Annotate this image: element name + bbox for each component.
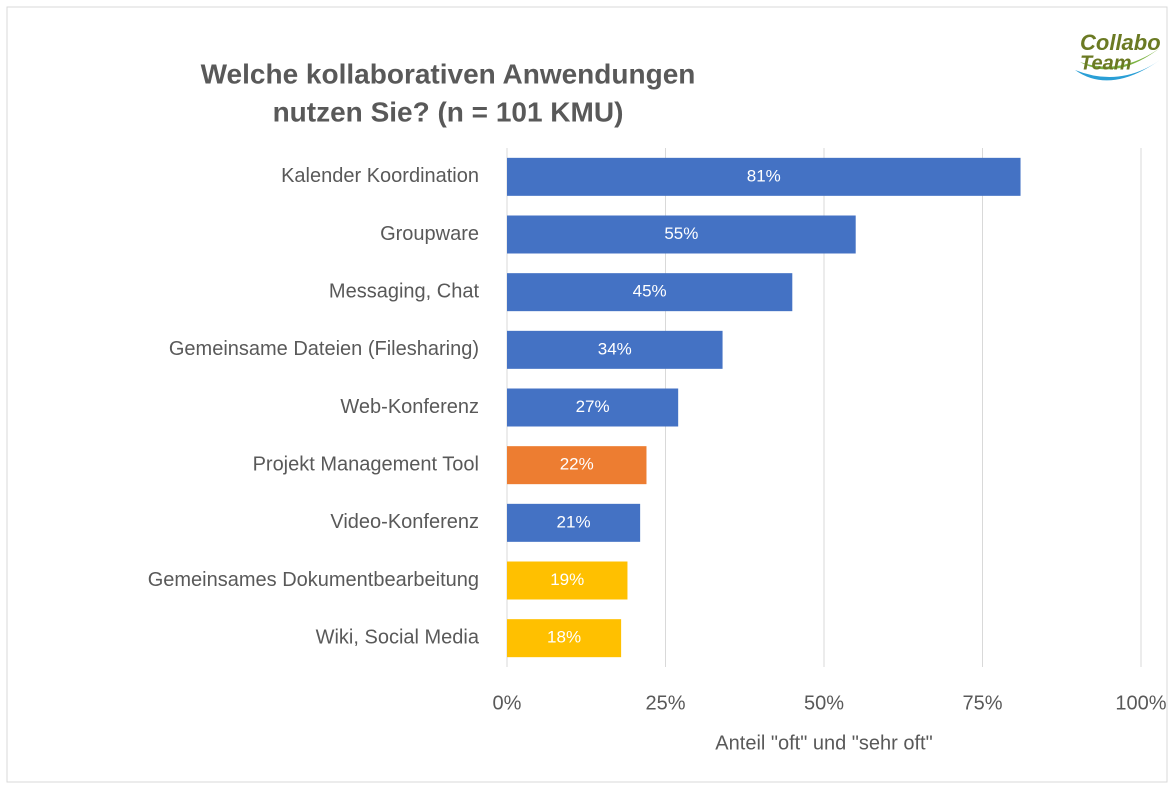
y-tick-label: Gemeinsames Dokumentbearbeitung	[148, 569, 479, 591]
y-tick-label: Video-Konferenz	[330, 511, 479, 533]
x-tick-label: 50%	[804, 692, 844, 714]
logo: Collabo Team	[1075, 30, 1161, 81]
chart-title: nutzen Sie? (n = 101 KMU)	[273, 96, 624, 127]
bar	[507, 273, 793, 312]
data-label: 34%	[598, 339, 632, 358]
chart-title: Welche kollaborativen Anwendungen	[201, 58, 696, 89]
logo-text: Collabo	[1080, 30, 1161, 55]
bar	[507, 330, 723, 369]
data-label: 21%	[557, 512, 591, 531]
x-tick-label: 0%	[493, 692, 522, 714]
bar	[507, 503, 641, 542]
data-label: 22%	[560, 455, 594, 474]
bar	[507, 619, 622, 658]
bar	[507, 446, 647, 485]
bar	[507, 215, 856, 254]
y-tick-label: Projekt Management Tool	[253, 453, 479, 475]
data-label: 27%	[576, 397, 610, 416]
x-tick-label: 100%	[1115, 692, 1166, 714]
data-label: 19%	[550, 570, 584, 589]
logo-text: Team	[1080, 52, 1132, 74]
data-label: 81%	[747, 166, 781, 185]
x-tick-label: 75%	[962, 692, 1002, 714]
y-tick-label: Web-Konferenz	[340, 396, 479, 418]
data-label: 55%	[664, 224, 698, 243]
logo-swoosh	[1075, 60, 1160, 81]
y-tick-label: Kalender Koordination	[281, 165, 479, 187]
x-tick-label: 25%	[645, 692, 685, 714]
bar	[507, 157, 1021, 196]
data-label: 45%	[633, 282, 667, 301]
y-tick-label: Groupware	[380, 223, 479, 245]
y-tick-label: Messaging, Chat	[329, 280, 480, 302]
bar	[507, 388, 679, 427]
data-label: 18%	[547, 628, 581, 647]
y-tick-label: Gemeinsame Dateien (Filesharing)	[169, 338, 479, 360]
y-tick-label: Wiki, Social Media	[316, 626, 480, 648]
bar	[507, 561, 628, 600]
x-axis-label: Anteil "oft" und "sehr oft"	[715, 732, 932, 754]
